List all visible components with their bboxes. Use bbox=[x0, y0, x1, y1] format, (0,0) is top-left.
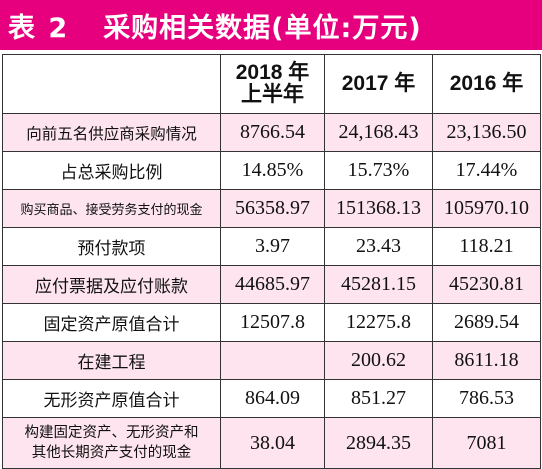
data-table: 2018 年 上半年 2017 年 2016 年 向前五名供应商采购情况 876… bbox=[2, 54, 541, 469]
table-cell: 3.97 bbox=[220, 227, 325, 266]
row-label: 购买商品、接受劳务支付的现金 bbox=[2, 189, 221, 228]
table-title: 采购相关数据(单位:万元) bbox=[103, 12, 422, 44]
table-cell: 8611.18 bbox=[432, 341, 541, 380]
table-cell: 8766.54 bbox=[220, 113, 325, 152]
table-row: 无形资产原值合计 864.09 851.27 786.53 bbox=[2, 379, 541, 418]
table-cell: 38.04 bbox=[220, 417, 325, 469]
table-cell: 2894.35 bbox=[324, 417, 433, 469]
table-cell: 14.85% bbox=[220, 151, 325, 190]
table-cell: 118.21 bbox=[432, 227, 541, 266]
row-label-line2: 其他长期资产支付的现金 bbox=[31, 445, 192, 461]
table-row: 固定资产原值合计 12507.8 12275.8 2689.54 bbox=[2, 303, 541, 342]
table-cell: 17.44% bbox=[432, 151, 541, 190]
column-header-line1: 2016 年 bbox=[449, 72, 524, 95]
column-header-line1: 2017 年 bbox=[341, 72, 416, 95]
header-row: 2018 年 上半年 2017 年 2016 年 bbox=[2, 54, 541, 114]
table-cell: 44685.97 bbox=[220, 265, 325, 304]
table-cell: 7081 bbox=[432, 417, 541, 469]
table-row: 应付票据及应付账款 44685.97 45281.15 45230.81 bbox=[2, 265, 541, 304]
table-row: 向前五名供应商采购情况 8766.54 24,168.43 23,136.50 bbox=[2, 113, 541, 152]
row-label: 占总采购比例 bbox=[2, 151, 221, 190]
table-cell: 45281.15 bbox=[324, 265, 433, 304]
row-label: 应付票据及应付账款 bbox=[2, 265, 221, 304]
row-label: 在建工程 bbox=[2, 341, 221, 380]
table-cell: 864.09 bbox=[220, 379, 325, 418]
table-row: 预付款项 3.97 23.43 118.21 bbox=[2, 227, 541, 266]
table-cell: 23,136.50 bbox=[432, 113, 541, 152]
table-cell: 851.27 bbox=[324, 379, 433, 418]
table-number: 表 2 bbox=[8, 12, 70, 44]
row-label: 构建固定资产、无形资产和 其他长期资产支付的现金 bbox=[2, 417, 221, 469]
table-cell: 2689.54 bbox=[432, 303, 541, 342]
column-header-line2: 上半年 bbox=[241, 83, 304, 106]
row-label: 固定资产原值合计 bbox=[2, 303, 221, 342]
table-cell bbox=[220, 341, 325, 380]
column-header-line1: 2018 年 bbox=[235, 61, 310, 84]
header-corner-cell bbox=[2, 54, 221, 114]
row-label: 向前五名供应商采购情况 bbox=[2, 113, 221, 152]
table-cell: 23.43 bbox=[324, 227, 433, 266]
table-cell: 15.73% bbox=[324, 151, 433, 190]
row-label: 预付款项 bbox=[2, 227, 221, 266]
table-row: 占总采购比例 14.85% 15.73% 17.44% bbox=[2, 151, 541, 190]
table-row: 构建固定资产、无形资产和 其他长期资产支付的现金 38.04 2894.35 7… bbox=[2, 417, 541, 469]
table-cell: 45230.81 bbox=[432, 265, 541, 304]
column-header-2016: 2016 年 bbox=[432, 54, 541, 114]
title-bar: 表 2 采购相关数据(单位:万元) bbox=[0, 0, 542, 50]
row-label-line1: 构建固定资产、无形资产和 bbox=[24, 425, 199, 441]
column-header-2018h1: 2018 年 上半年 bbox=[220, 54, 325, 114]
table-cell: 56358.97 bbox=[220, 189, 325, 228]
table-cell: 12507.8 bbox=[220, 303, 325, 342]
table-cell: 786.53 bbox=[432, 379, 541, 418]
table-row: 在建工程 200.62 8611.18 bbox=[2, 341, 541, 380]
table-cell: 12275.8 bbox=[324, 303, 433, 342]
table-cell: 105970.10 bbox=[432, 189, 541, 228]
row-label: 无形资产原值合计 bbox=[2, 379, 221, 418]
table-row: 购买商品、接受劳务支付的现金 56358.97 151368.13 105970… bbox=[2, 189, 541, 228]
table-cell: 151368.13 bbox=[324, 189, 433, 228]
table-cell: 24,168.43 bbox=[324, 113, 433, 152]
table-cell: 200.62 bbox=[324, 341, 433, 380]
column-header-2017: 2017 年 bbox=[324, 54, 433, 114]
